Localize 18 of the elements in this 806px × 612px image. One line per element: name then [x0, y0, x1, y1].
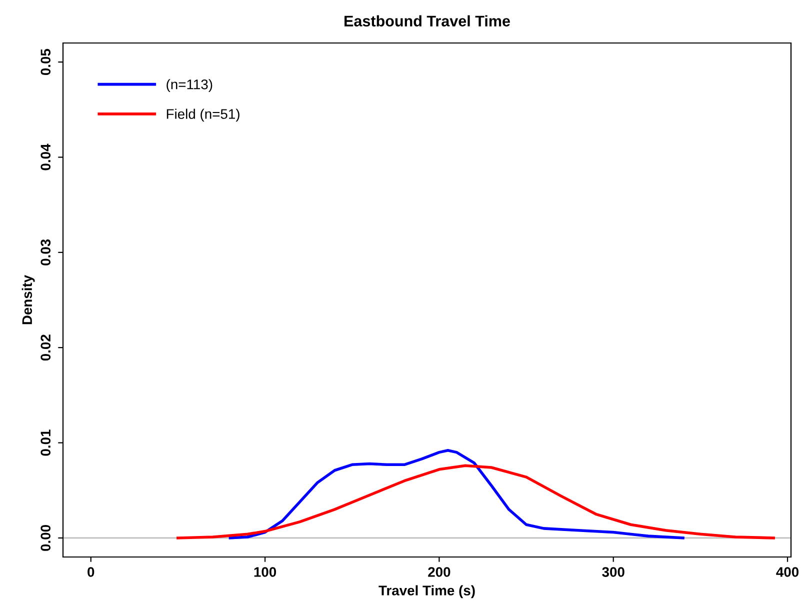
- x-tick-label: 0: [88, 567, 94, 577]
- x-tick-label: 400: [776, 567, 799, 577]
- chart-title: Eastbound Travel Time: [344, 15, 510, 26]
- x-axis-title: Travel Time (s): [378, 585, 475, 598]
- legend-label: (n=113): [166, 79, 212, 92]
- x-tick-label: 300: [602, 567, 624, 577]
- line-series: [176, 464, 775, 540]
- x-tick-label: 200: [428, 567, 450, 577]
- legend-label: Field (n=51): [166, 108, 240, 122]
- y-tick-label: 0.01: [40, 430, 51, 456]
- y-tick-label: 0.05: [40, 48, 51, 76]
- y-tick-label: 0.03: [40, 239, 51, 266]
- y-tick-label: 0.02: [40, 334, 51, 361]
- line-series: [228, 449, 684, 540]
- y-tick-label: 0.04: [40, 144, 51, 170]
- y-axis-title: Density: [22, 274, 35, 324]
- x-tick-label: 100: [254, 567, 276, 577]
- y-tick-label: 0.00: [40, 525, 51, 551]
